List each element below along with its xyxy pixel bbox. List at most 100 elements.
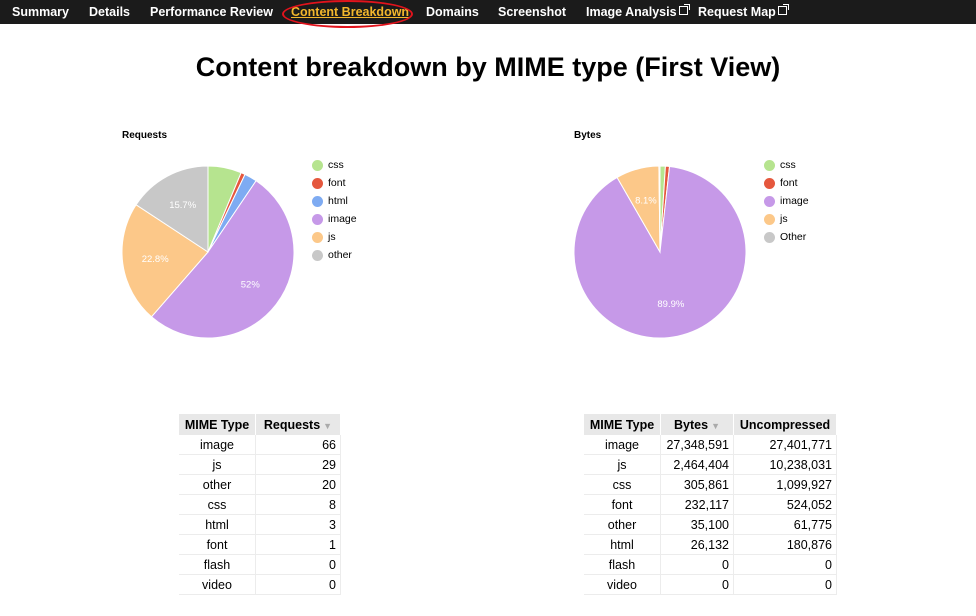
sort-desc-icon: ▼ [323, 420, 333, 431]
cell-bytes: 27,348,591 [660, 435, 734, 455]
cell-mime-type: font [179, 534, 256, 555]
cell-uncompressed: 10,238,031 [733, 454, 837, 475]
col-header-requests[interactable]: Requests ▼ [255, 414, 341, 435]
cell-uncompressed: 27,401,771 [733, 435, 837, 455]
nav-summary-link[interactable]: Summary [12, 5, 69, 19]
table-row: video 0 [179, 574, 341, 595]
table-header-row: MIME Type Requests ▼ [179, 414, 341, 435]
cell-mime-type: font [584, 494, 661, 515]
col-header-mime-type[interactable]: MIME Type [179, 414, 256, 435]
bytes-pie-chart: 89.9% 8.1% [573, 165, 747, 339]
nav-details-link[interactable]: Details [89, 5, 130, 19]
col-header-bytes[interactable]: Bytes ▼ [660, 414, 734, 435]
external-link-icon [678, 4, 690, 15]
legend-swatch [312, 177, 323, 189]
legend-swatch [312, 249, 323, 261]
top-nav-bar: Summary Details Performance Review Conte… [0, 0, 976, 24]
legend-item-other[interactable]: other [312, 246, 357, 264]
cell-mime-type: video [584, 574, 661, 595]
cell-bytes: 232,117 [660, 494, 734, 515]
cell-mime-type: other [179, 474, 256, 495]
table-row: other 20 [179, 474, 341, 495]
legend-item-js[interactable]: js [764, 210, 809, 228]
table-row: image 27,348,591 27,401,771 [584, 435, 837, 455]
legend-item-css[interactable]: css [312, 156, 357, 174]
legend-item-font[interactable]: font [764, 174, 809, 192]
table-row: image 66 [179, 435, 341, 455]
table-header-row: MIME Type Bytes ▼ Uncompressed [584, 414, 837, 435]
cell-uncompressed: 1,099,927 [733, 474, 837, 495]
bytes-chart-legend: css font image js Other [764, 156, 809, 246]
legend-swatch [764, 159, 775, 171]
cell-uncompressed: 61,775 [733, 514, 837, 535]
legend-label: font [328, 177, 346, 189]
cell-requests: 3 [255, 514, 341, 535]
table-row: js 29 [179, 454, 341, 475]
cell-mime-type: video [179, 574, 256, 595]
cell-bytes: 35,100 [660, 514, 734, 535]
cell-mime-type: js [584, 454, 661, 475]
legend-item-image[interactable]: image [764, 192, 809, 210]
cell-bytes: 2,464,404 [660, 454, 734, 475]
slice-percent-label: 8.1% [635, 196, 657, 207]
legend-label: other [328, 249, 352, 261]
cell-bytes: 305,861 [660, 474, 734, 495]
cell-mime-type: image [584, 435, 661, 455]
table-row: font 1 [179, 534, 341, 555]
cell-bytes: 0 [660, 574, 734, 595]
legend-item-html[interactable]: html [312, 192, 357, 210]
table-row: css 305,861 1,099,927 [584, 474, 837, 495]
pie-slice-other[interactable] [135, 165, 209, 253]
sort-desc-icon: ▼ [711, 420, 720, 431]
pie-slice-image[interactable] [150, 180, 295, 339]
cell-requests: 29 [255, 454, 341, 475]
cell-mime-type: html [584, 534, 661, 555]
legend-item-font[interactable]: font [312, 174, 357, 192]
legend-swatch [312, 213, 323, 225]
pie-slice-other[interactable] [658, 165, 661, 253]
nav-performance-review-link[interactable]: Performance Review [150, 5, 273, 19]
cell-requests: 0 [255, 554, 341, 575]
highlight-ring-annotation [282, 0, 413, 28]
pie-slice-js[interactable] [121, 204, 209, 318]
table-row: other 35,100 61,775 [584, 514, 837, 535]
nav-request-map-link[interactable]: Request Map [698, 4, 789, 20]
col-header-uncompressed[interactable]: Uncompressed [733, 414, 837, 435]
table-row: css 8 [179, 494, 341, 515]
legend-item-image[interactable]: image [312, 210, 357, 228]
col-header-requests-label: Requests [263, 417, 321, 432]
legend-item-css[interactable]: css [764, 156, 809, 174]
cell-mime-type: flash [584, 554, 661, 575]
nav-image-analysis-label: Image Analysis [586, 5, 677, 19]
table-row: flash 0 [179, 554, 341, 575]
cell-mime-type: js [179, 454, 256, 475]
cell-uncompressed: 0 [733, 554, 837, 575]
legend-swatch [764, 231, 775, 243]
nav-image-analysis-link[interactable]: Image Analysis [586, 4, 690, 20]
cell-uncompressed: 524,052 [733, 494, 837, 515]
legend-label: font [780, 177, 798, 189]
cell-requests: 0 [255, 574, 341, 595]
nav-screenshot-link[interactable]: Screenshot [498, 5, 567, 19]
slice-percent-label: 15.7% [169, 200, 196, 211]
cell-requests: 20 [255, 474, 341, 495]
legend-label: image [780, 195, 809, 207]
table-row: video 0 0 [584, 574, 837, 595]
requests-pie-chart: 52% 22.8% 15.7% [121, 165, 295, 339]
legend-swatch [764, 195, 775, 207]
cell-uncompressed: 0 [733, 574, 837, 595]
legend-swatch [764, 213, 775, 225]
legend-label: image [328, 213, 357, 225]
bytes-chart-title: Bytes [574, 130, 602, 141]
cell-bytes: 0 [660, 554, 734, 575]
cell-mime-type: css [584, 474, 661, 495]
legend-label: Other [780, 231, 807, 243]
cell-mime-type: flash [179, 554, 256, 575]
col-header-mime-type[interactable]: MIME Type [584, 414, 661, 435]
cell-mime-type: other [584, 514, 661, 535]
legend-item-js[interactable]: js [312, 228, 357, 246]
table-row: font 232,117 524,052 [584, 494, 837, 515]
legend-item-other[interactable]: Other [764, 228, 809, 246]
legend-label: css [328, 159, 344, 171]
nav-domains-link[interactable]: Domains [426, 5, 479, 19]
